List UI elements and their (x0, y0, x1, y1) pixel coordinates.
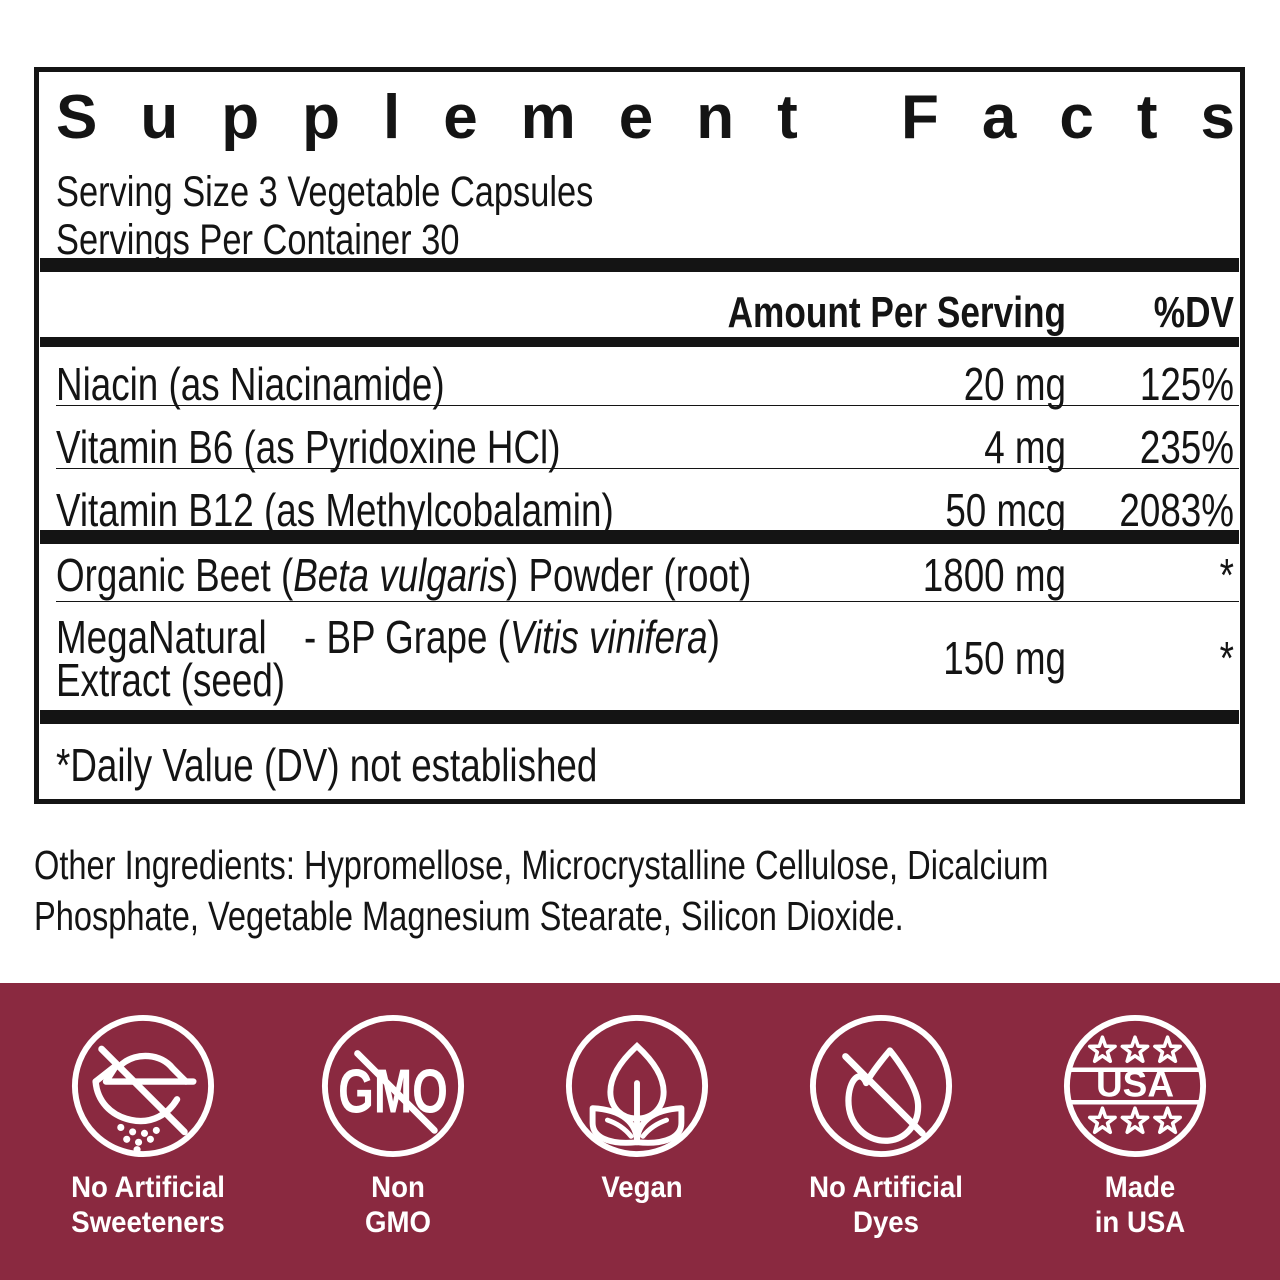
svg-text:USA: USA (1096, 1063, 1174, 1104)
